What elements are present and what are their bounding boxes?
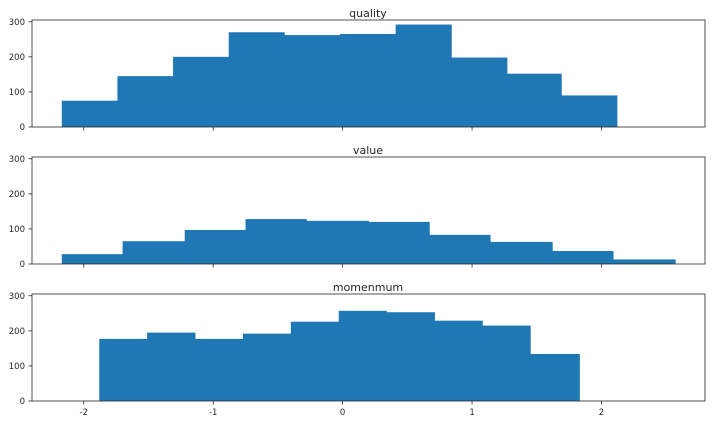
histogram-bar	[368, 221, 430, 264]
y-tick-label: 0	[20, 397, 25, 407]
histogram-bar	[195, 338, 244, 401]
histogram-bar	[338, 310, 388, 401]
y-axis: 0 100 200 300	[9, 18, 32, 133]
x-tick-label: 1	[469, 408, 474, 418]
histogram-bar	[434, 320, 483, 401]
histogram-bar	[242, 333, 292, 401]
x-axis	[83, 264, 602, 268]
y-axis: 0 100 200 300	[9, 292, 32, 407]
histogram-bar	[61, 254, 123, 264]
axes-frame	[31, 156, 706, 265]
panel-title: quality	[349, 7, 387, 20]
y-tick-label: 100	[9, 88, 25, 98]
histogram-bar	[61, 100, 118, 127]
bar-group	[61, 219, 676, 264]
histogram-bar	[117, 76, 174, 127]
histogram-bar	[395, 24, 452, 128]
x-tick-label: -2	[80, 408, 88, 418]
y-tick-label: 200	[9, 190, 25, 200]
bar-group	[99, 310, 580, 401]
histogram-bar	[306, 220, 369, 264]
histogram-bar	[173, 56, 230, 128]
panel-momenmum: momenmum 0 100 200 300 -2 -1 0 1 2	[9, 281, 706, 418]
y-tick-label: 300	[9, 18, 25, 28]
y-tick-label: 300	[9, 155, 25, 165]
histogram-bar	[340, 34, 397, 127]
histogram-bar	[613, 259, 676, 264]
y-tick-label: 200	[9, 53, 25, 63]
bar-group	[61, 24, 618, 128]
panel-quality: quality 0 100 200 300	[9, 7, 706, 133]
histogram-bar	[482, 325, 531, 401]
histogram-bar	[552, 251, 614, 264]
panel-title: momenmum	[333, 281, 403, 294]
histogram-bar	[429, 234, 491, 264]
x-tick-label: 2	[599, 408, 604, 418]
y-tick-label: 100	[9, 225, 25, 235]
histogram-bar	[228, 32, 285, 127]
histogram-bar	[99, 338, 148, 401]
y-tick-label: 300	[9, 292, 25, 302]
histogram-bar	[530, 353, 580, 401]
panel-title: value	[353, 144, 383, 157]
y-tick-label: 100	[9, 362, 25, 372]
histogram-bar	[284, 35, 341, 128]
histogram-bar	[386, 312, 435, 401]
panel-value: value 0 100 200 300	[9, 144, 706, 270]
axes-frame	[31, 293, 706, 402]
histogram-bar	[245, 219, 307, 264]
axes-frame	[31, 19, 706, 128]
y-tick-label: 0	[20, 260, 25, 270]
histogram-bar	[147, 332, 196, 401]
y-tick-label: 0	[20, 123, 25, 133]
x-axis	[83, 127, 602, 131]
x-axis: -2 -1 0 1 2	[80, 401, 604, 418]
histogram-bar	[506, 73, 562, 127]
x-tick-label: 0	[340, 408, 345, 418]
histogram-bar	[490, 241, 553, 264]
histogram-bar	[122, 241, 186, 264]
histogram-bar	[561, 95, 618, 127]
histogram-bar	[290, 321, 340, 401]
histogram-bar	[184, 229, 246, 264]
y-tick-label: 200	[9, 327, 25, 337]
y-axis: 0 100 200 300	[9, 155, 32, 270]
histogram-bar	[451, 57, 508, 127]
x-tick-label: -1	[209, 408, 217, 418]
